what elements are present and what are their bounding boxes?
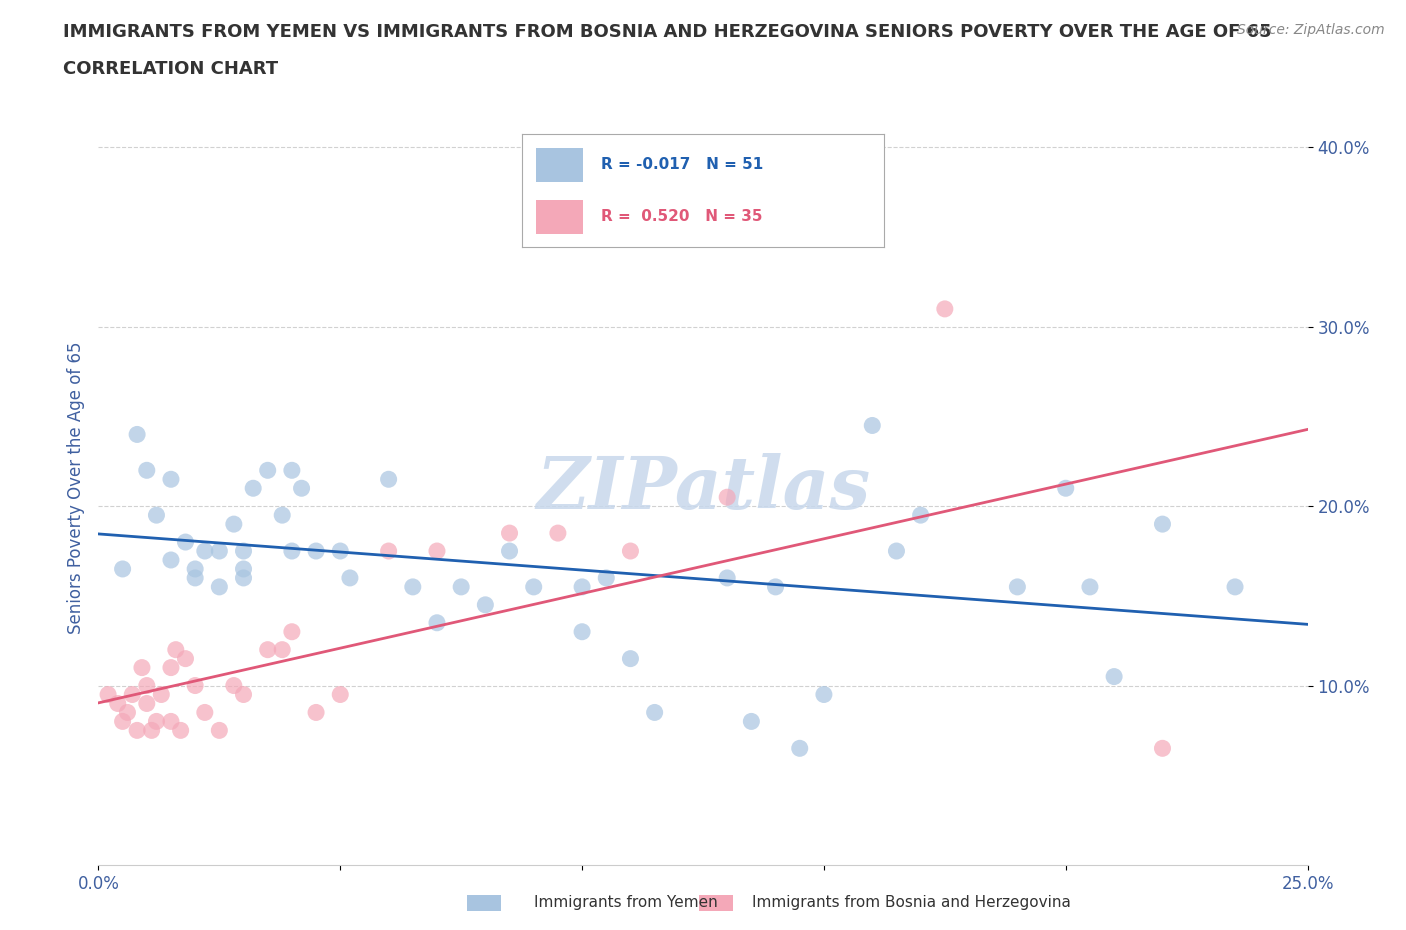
- Point: [716, 490, 738, 505]
- Point: [97, 687, 120, 702]
- Point: [619, 543, 641, 558]
- Point: [194, 543, 217, 558]
- Point: [377, 543, 399, 558]
- Point: [1007, 579, 1029, 594]
- Point: [145, 508, 167, 523]
- Point: [256, 463, 278, 478]
- Point: [765, 579, 787, 594]
- Point: [135, 678, 157, 693]
- Point: [498, 525, 520, 540]
- Point: [281, 624, 304, 639]
- Point: [208, 543, 231, 558]
- Point: [135, 463, 157, 478]
- Point: [169, 723, 191, 737]
- Bar: [467, 895, 501, 911]
- Point: [194, 705, 217, 720]
- Point: [339, 570, 361, 585]
- Text: Immigrants from Bosnia and Herzegovina: Immigrants from Bosnia and Herzegovina: [752, 895, 1071, 910]
- Point: [910, 508, 932, 523]
- Point: [131, 660, 153, 675]
- Point: [271, 643, 294, 658]
- Point: [232, 562, 254, 577]
- Point: [547, 525, 569, 540]
- Point: [222, 517, 245, 532]
- Point: [174, 651, 197, 666]
- Point: [860, 418, 883, 433]
- Point: [1152, 517, 1174, 532]
- Point: [111, 714, 134, 729]
- Point: [1054, 481, 1077, 496]
- Point: [208, 723, 231, 737]
- Point: [127, 723, 149, 737]
- Point: [127, 427, 149, 442]
- Point: [117, 705, 139, 720]
- Point: [281, 543, 304, 558]
- Point: [305, 705, 328, 720]
- Point: [813, 687, 835, 702]
- Point: [107, 696, 129, 711]
- Point: [1078, 579, 1101, 594]
- Point: [121, 687, 143, 702]
- Point: [716, 570, 738, 585]
- Point: [595, 570, 617, 585]
- Point: [523, 579, 546, 594]
- Point: [184, 562, 207, 577]
- Point: [305, 543, 328, 558]
- Point: [111, 562, 134, 577]
- Point: [886, 543, 908, 558]
- Point: [165, 643, 187, 658]
- Point: [160, 472, 183, 486]
- Point: [208, 579, 231, 594]
- Point: [498, 543, 520, 558]
- Point: [1223, 579, 1246, 594]
- Bar: [699, 895, 733, 911]
- Point: [271, 508, 294, 523]
- Point: [789, 741, 811, 756]
- Point: [174, 535, 197, 550]
- Point: [184, 678, 207, 693]
- Point: [222, 678, 245, 693]
- Point: [281, 463, 304, 478]
- Point: [141, 723, 163, 737]
- Point: [232, 570, 254, 585]
- Text: ZIPatlas: ZIPatlas: [536, 453, 870, 524]
- Point: [329, 543, 352, 558]
- Text: IMMIGRANTS FROM YEMEN VS IMMIGRANTS FROM BOSNIA AND HERZEGOVINA SENIORS POVERTY : IMMIGRANTS FROM YEMEN VS IMMIGRANTS FROM…: [63, 23, 1272, 41]
- Point: [402, 579, 425, 594]
- Text: Source: ZipAtlas.com: Source: ZipAtlas.com: [1237, 23, 1385, 37]
- Point: [135, 696, 157, 711]
- Text: Immigrants from Yemen: Immigrants from Yemen: [534, 895, 718, 910]
- Point: [232, 543, 254, 558]
- Point: [934, 301, 956, 316]
- Point: [150, 687, 173, 702]
- Point: [160, 552, 183, 567]
- Point: [426, 543, 449, 558]
- Point: [160, 660, 183, 675]
- Point: [184, 570, 207, 585]
- Point: [256, 643, 278, 658]
- Point: [1102, 670, 1125, 684]
- Point: [160, 714, 183, 729]
- Point: [329, 687, 352, 702]
- Point: [145, 714, 167, 729]
- Point: [571, 579, 593, 594]
- Point: [426, 616, 449, 631]
- Point: [242, 481, 264, 496]
- Point: [740, 714, 762, 729]
- Point: [290, 481, 312, 496]
- Point: [1152, 741, 1174, 756]
- Point: [232, 687, 254, 702]
- Point: [377, 472, 399, 486]
- Y-axis label: Seniors Poverty Over the Age of 65: Seniors Poverty Over the Age of 65: [66, 342, 84, 634]
- Point: [571, 624, 593, 639]
- Text: CORRELATION CHART: CORRELATION CHART: [63, 60, 278, 78]
- Point: [619, 651, 641, 666]
- Point: [474, 597, 496, 612]
- Point: [450, 579, 472, 594]
- Point: [644, 705, 666, 720]
